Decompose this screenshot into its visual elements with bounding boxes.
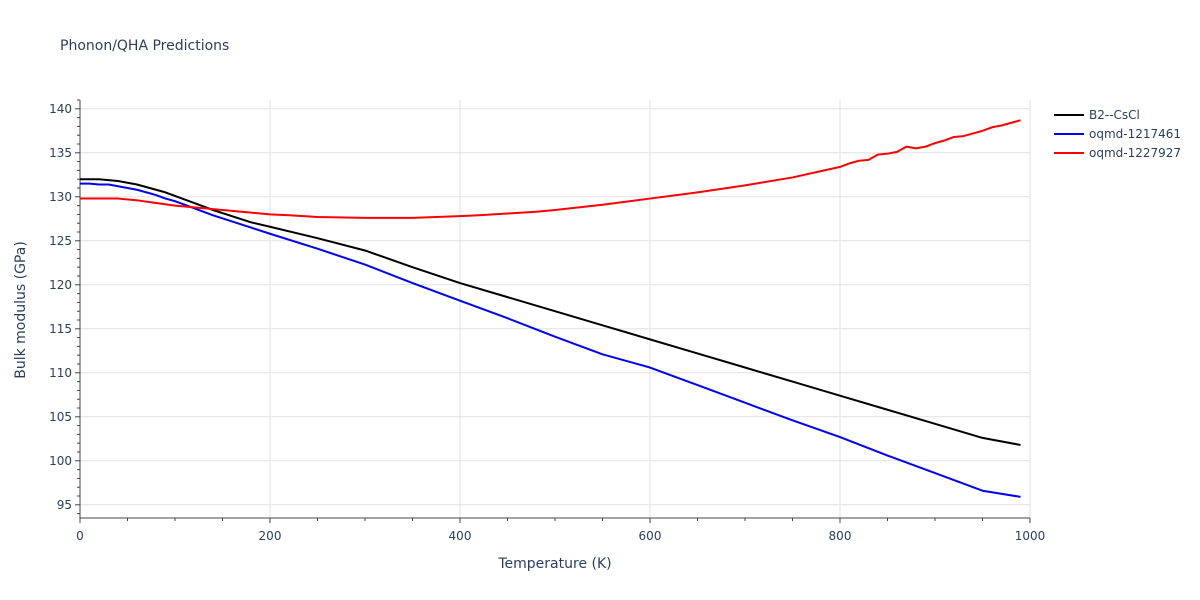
x-tick-label: 0 xyxy=(76,529,84,543)
y-axis-title: Bulk modulus (GPa) xyxy=(13,241,29,379)
x-axis-title: Temperature (K) xyxy=(497,556,611,572)
y-tick-label: 95 xyxy=(57,498,72,512)
x-tick-label: 600 xyxy=(639,529,662,543)
y-tick-label: 115 xyxy=(49,322,72,336)
series-line-oqmd-1227927 xyxy=(80,119,1021,219)
y-tick-label: 130 xyxy=(49,190,72,204)
legend-label: oqmd-1217461 xyxy=(1089,127,1181,141)
y-tick-label: 100 xyxy=(49,454,72,468)
x-tick-label: 400 xyxy=(449,529,472,543)
legend-label: oqmd-1227927 xyxy=(1089,146,1181,160)
y-tick-label: 135 xyxy=(49,146,72,160)
y-tick-label: 140 xyxy=(49,102,72,116)
series-line-oqmd-1217461 xyxy=(80,182,1021,498)
series-line-B2--CsCl xyxy=(80,178,1021,446)
series-lines xyxy=(80,119,1021,498)
y-tick-label: 105 xyxy=(49,410,72,424)
y-tick-label: 120 xyxy=(49,278,72,292)
axes: 95 100 105 110 115 120 125 130 135 140 0 200 400 600 8… xyxy=(49,99,1046,543)
x-tick-label: 1000 xyxy=(1015,529,1046,543)
legend-label: B2--CsCl xyxy=(1089,108,1140,122)
legend: B2--CsCl oqmd-1217461 oqmd-1227927 xyxy=(1054,108,1181,160)
chart-title: Phonon/QHA Predictions xyxy=(60,38,229,54)
gridlines xyxy=(80,100,1031,518)
y-tick-label: 125 xyxy=(49,234,72,248)
x-tick-label: 200 xyxy=(259,529,282,543)
x-tick-label: 800 xyxy=(829,529,852,543)
y-tick-label: 110 xyxy=(49,366,72,380)
